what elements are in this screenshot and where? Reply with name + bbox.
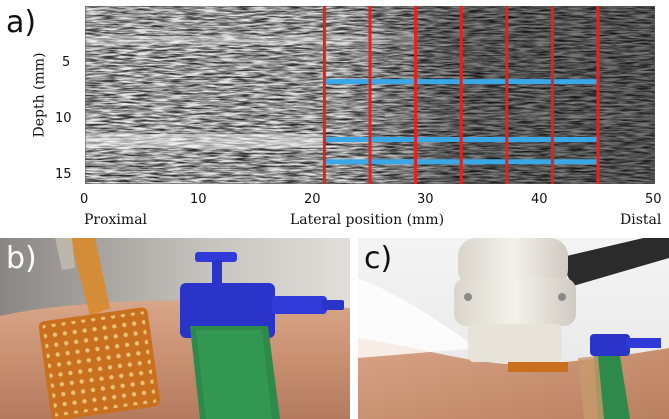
- y-tick-5: 5: [62, 55, 71, 70]
- distal-label: Distal: [620, 212, 662, 228]
- panel-b-label: b): [6, 241, 37, 276]
- overlay-lines: [322, 6, 600, 184]
- x-tick-10: 10: [190, 192, 207, 207]
- y-axis-label: Depth (mm): [31, 52, 48, 138]
- x-tick-20: 20: [304, 192, 321, 207]
- x-tick-30: 30: [417, 192, 434, 207]
- ultrasound-image: [85, 6, 655, 184]
- panel-c-label: c): [364, 241, 393, 276]
- photo-electrode-grid-on-forearm: [0, 238, 350, 419]
- x-tick-0: 0: [80, 192, 89, 207]
- y-tick-10: 10: [55, 111, 72, 126]
- y-tick-15: 15: [55, 167, 72, 182]
- x-axis-label: Lateral position (mm): [290, 212, 445, 228]
- proximal-label: Proximal: [84, 212, 148, 228]
- panel-a-label: a): [6, 5, 37, 40]
- x-tick-50: 50: [645, 192, 662, 207]
- x-tick-40: 40: [531, 192, 548, 207]
- photo-ultrasound-probe-on-forearm: [358, 238, 669, 419]
